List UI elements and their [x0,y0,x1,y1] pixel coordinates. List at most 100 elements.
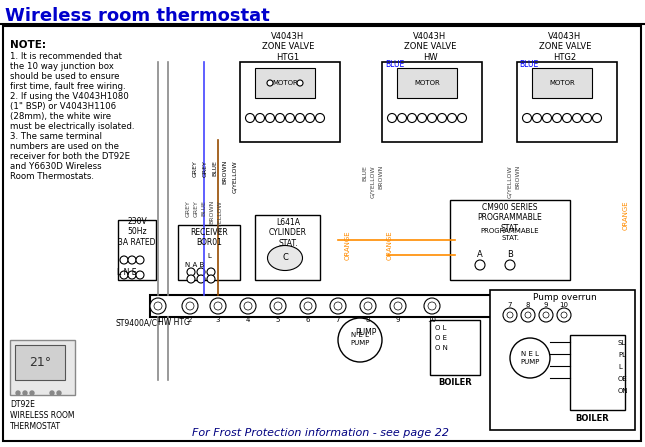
Text: BROWN: BROWN [223,160,228,184]
Circle shape [510,338,550,378]
Text: L N E: L N E [117,268,137,277]
Circle shape [295,114,304,122]
Bar [150,295,620,317]
Bar [532,68,592,98]
Text: and Y6630D Wireless: and Y6630D Wireless [10,162,102,171]
Text: ORANGE: ORANGE [387,230,393,260]
Text: BLUE: BLUE [201,200,206,216]
Circle shape [255,114,264,122]
Text: NOTE:: NOTE: [10,40,46,50]
Text: should be used to ensure: should be used to ensure [10,72,119,81]
Circle shape [364,302,372,310]
Text: must be electrically isolated.: must be electrically isolated. [10,122,135,131]
Text: OE: OE [618,376,628,382]
Text: PROGRAMMABLE
STAT.: PROGRAMMABLE STAT. [481,228,539,241]
Bar [490,290,635,430]
Text: 3. The same terminal: 3. The same terminal [10,132,102,141]
Text: (28mm), the white wire: (28mm), the white wire [10,112,111,121]
Text: RECEIVER
BOR01: RECEIVER BOR01 [190,228,228,247]
Text: N A B: N A B [185,262,204,268]
Circle shape [274,302,282,310]
Circle shape [573,114,582,122]
Circle shape [150,298,166,314]
Circle shape [582,114,591,122]
Text: N E L: N E L [521,351,539,357]
Text: 8: 8 [526,302,530,308]
Text: ORANGE: ORANGE [623,200,629,230]
Text: 9: 9 [396,317,401,323]
Circle shape [214,302,222,310]
Bar [397,68,457,98]
Circle shape [397,114,406,122]
Text: G/YELLOW: G/YELLOW [508,165,513,198]
Text: 1: 1 [155,317,160,323]
Text: BOILER: BOILER [438,378,472,387]
Text: GREY: GREY [186,200,190,217]
Text: receiver for both the DT92E: receiver for both the DT92E [10,152,130,161]
Text: Pump overrun: Pump overrun [533,293,597,302]
Text: numbers are used on the: numbers are used on the [10,142,119,151]
Text: the 10 way junction box: the 10 way junction box [10,62,114,71]
Circle shape [128,271,136,279]
Text: 10: 10 [559,302,568,308]
Circle shape [388,114,397,122]
Text: O N: O N [435,345,448,351]
Bar [430,320,480,375]
Text: L641A
CYLINDER
STAT.: L641A CYLINDER STAT. [269,218,307,248]
Text: C: C [282,253,288,262]
Circle shape [275,114,284,122]
Text: ORANGE: ORANGE [345,230,351,260]
Text: 4: 4 [246,317,250,323]
Circle shape [136,256,144,264]
Circle shape [417,114,426,122]
Text: MOTOR: MOTOR [414,80,440,86]
Bar [118,220,156,280]
Text: BLUE: BLUE [519,60,538,69]
Text: 7: 7 [508,302,512,308]
Circle shape [428,302,436,310]
Text: PUMP: PUMP [521,359,540,365]
Circle shape [154,302,162,310]
Circle shape [437,114,446,122]
Circle shape [338,318,382,362]
Circle shape [207,275,215,283]
Text: GREY: GREY [203,160,208,177]
Circle shape [408,114,417,122]
Circle shape [182,298,198,314]
Circle shape [562,114,571,122]
Text: 9: 9 [544,302,548,308]
Circle shape [503,308,517,322]
Text: G/YELLOW: G/YELLOW [370,165,375,198]
Circle shape [23,391,27,395]
Text: O L: O L [435,325,446,331]
Bar [255,215,320,280]
Circle shape [360,298,376,314]
Circle shape [50,391,54,395]
Text: Wireless room thermostat: Wireless room thermostat [5,7,270,25]
Text: BOILER: BOILER [575,414,609,423]
Circle shape [186,302,194,310]
Circle shape [267,80,273,86]
Circle shape [244,302,252,310]
Bar [178,225,240,280]
Circle shape [30,391,34,395]
Text: first time, fault free wiring.: first time, fault free wiring. [10,82,126,91]
Circle shape [297,80,303,86]
Circle shape [533,114,542,122]
Circle shape [428,114,437,122]
Text: CM900 SERIES
PROGRAMMABLE
STAT.: CM900 SERIES PROGRAMMABLE STAT. [478,203,542,233]
Text: ON: ON [618,388,629,394]
Text: SL: SL [618,340,626,346]
Text: N E L: N E L [351,332,369,338]
Text: 6: 6 [306,317,310,323]
Text: DT92E
WIRELESS ROOM
THERMOSTAT: DT92E WIRELESS ROOM THERMOSTAT [10,400,75,431]
Bar [10,340,75,395]
Text: BROWN: BROWN [210,200,215,224]
Circle shape [286,114,295,122]
Circle shape [128,256,136,264]
Text: GREY: GREY [194,200,199,217]
Circle shape [543,312,549,318]
Circle shape [553,114,562,122]
Circle shape [521,308,535,322]
Circle shape [197,268,205,276]
